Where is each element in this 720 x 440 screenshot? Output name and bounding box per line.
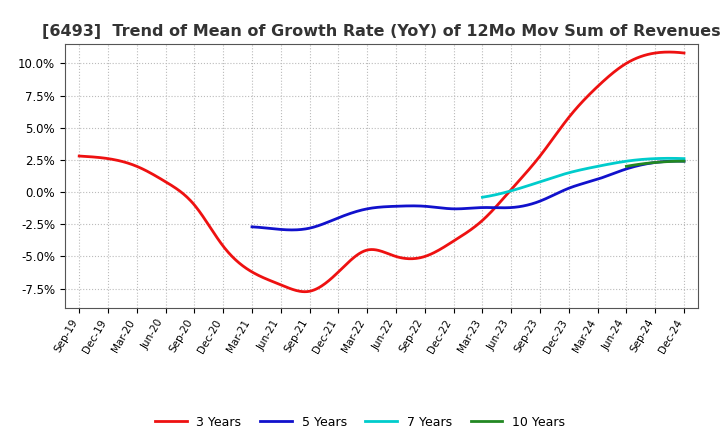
5 Years [670, 158, 679, 164]
Legend: 3 Years, 5 Years, 7 Years, 10 Years: 3 Years, 5 Years, 7 Years, 10 Years [150, 411, 570, 434]
7 Years [575, 168, 584, 173]
3 Years [403, 256, 412, 261]
5 Years [672, 158, 681, 164]
10 Years [677, 158, 685, 164]
7 Years [643, 156, 652, 161]
7 Years [665, 156, 674, 161]
7 Years [680, 156, 688, 161]
5 Years [456, 206, 465, 211]
7 Years [574, 168, 582, 173]
3 Years [667, 49, 676, 55]
5 Years [454, 206, 462, 212]
3 Years [364, 247, 372, 253]
3 Years [75, 154, 84, 159]
3 Years [680, 50, 688, 55]
3 Years [664, 49, 672, 55]
7 Years [478, 194, 487, 200]
7 Years [598, 163, 607, 168]
10 Years [652, 160, 660, 165]
3 Years [367, 247, 376, 252]
Title: [6493]  Trend of Mean of Growth Rate (YoY) of 12Mo Mov Sum of Revenues: [6493] Trend of Mean of Growth Rate (YoY… [42, 24, 720, 39]
5 Years [287, 227, 296, 233]
10 Years [675, 158, 684, 164]
10 Years [633, 162, 642, 167]
7 Years [675, 156, 684, 161]
5 Years [482, 205, 491, 210]
3 Years [572, 106, 580, 111]
7 Years [588, 165, 596, 170]
Line: 7 Years: 7 Years [482, 158, 684, 197]
10 Years [680, 158, 688, 164]
5 Years [505, 205, 514, 210]
5 Years [248, 224, 256, 230]
Line: 3 Years: 3 Years [79, 52, 684, 292]
10 Years [636, 161, 644, 167]
3 Years [300, 289, 309, 294]
3 Years [436, 246, 445, 252]
10 Years [657, 159, 665, 165]
10 Years [622, 164, 631, 169]
5 Years [680, 158, 688, 164]
5 Years [603, 173, 611, 179]
Line: 5 Years: 5 Years [252, 161, 684, 230]
Line: 10 Years: 10 Years [626, 161, 684, 166]
